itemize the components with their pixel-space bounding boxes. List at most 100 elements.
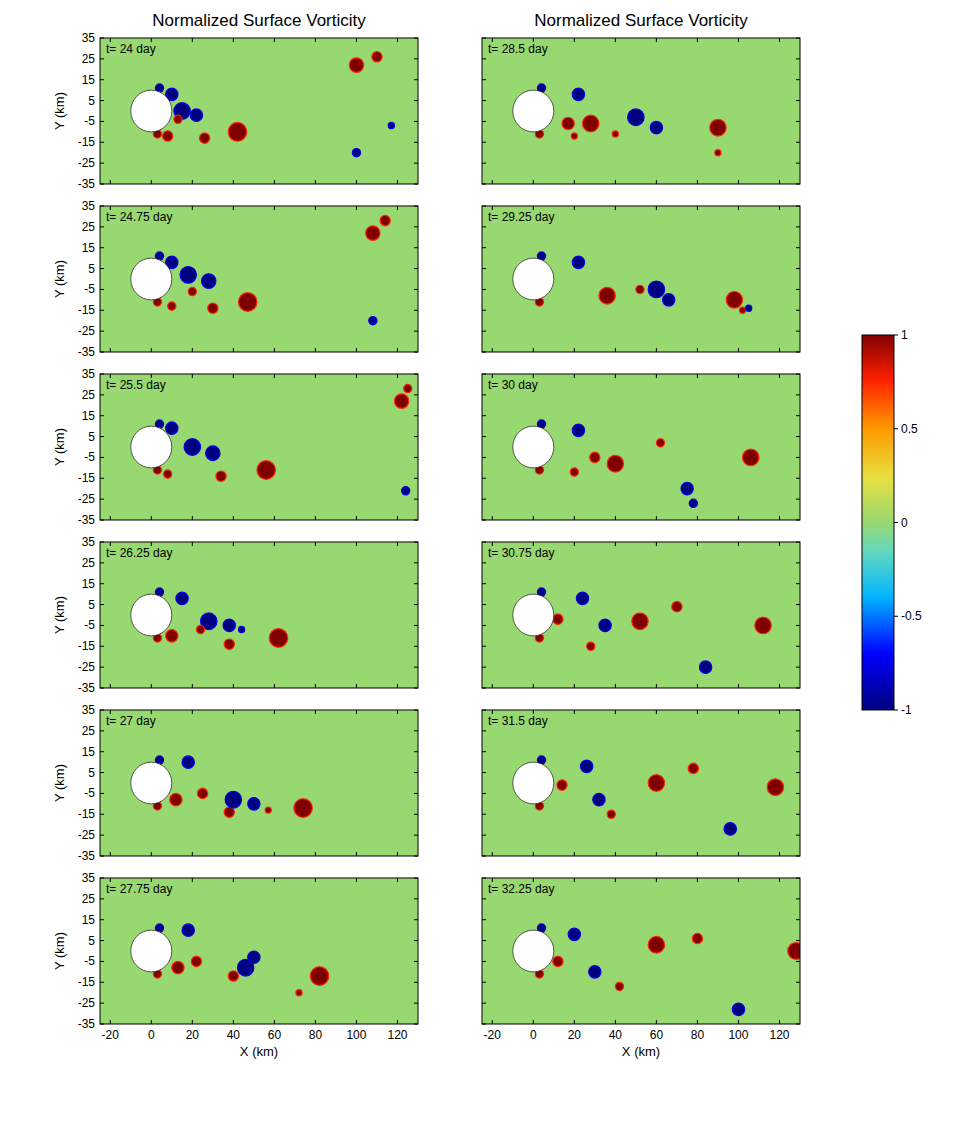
y-tick-label: -25 — [78, 828, 96, 842]
y-tick — [482, 352, 486, 353]
time-label: t= 27 day — [106, 714, 156, 728]
y-tick — [100, 835, 104, 836]
y-tick — [100, 710, 104, 711]
x-tick — [274, 710, 275, 714]
x-tick — [315, 852, 316, 856]
y-tick — [100, 940, 104, 941]
cyclonic-eddy — [692, 933, 702, 943]
colorbar-tick-label: -0.5 — [901, 609, 922, 623]
x-tick — [492, 852, 493, 856]
y-axis-title: Y (km) — [52, 260, 67, 298]
y-tick-label: -25 — [78, 660, 96, 674]
anticyclonic-eddy — [223, 619, 235, 632]
x-axis-title: X (km) — [240, 1044, 278, 1059]
y-tick — [796, 730, 800, 731]
x-tick — [315, 180, 316, 184]
x-tick — [738, 684, 739, 688]
y-tick — [414, 520, 418, 521]
x-tick — [615, 852, 616, 856]
x-tick — [151, 1020, 152, 1024]
cyclonic-eddy — [636, 285, 644, 293]
y-tick — [100, 352, 104, 353]
anticyclonic-eddy — [225, 791, 241, 808]
cyclonic-eddy — [571, 133, 577, 139]
x-tick — [574, 348, 575, 352]
y-tick — [796, 1024, 800, 1025]
anticyclonic-eddy — [202, 274, 216, 289]
panel: -35-25-15-55152535Y (km)Normalized Surfa… — [52, 11, 418, 191]
y-tick — [482, 688, 486, 689]
x-tick — [315, 1020, 316, 1024]
y-tick-label: 25 — [82, 388, 96, 402]
y-tick — [482, 878, 486, 879]
y-tick — [414, 163, 418, 164]
y-tick — [100, 562, 104, 563]
y-tick — [100, 226, 104, 227]
x-tick-label: 120 — [769, 1028, 789, 1042]
y-tick — [796, 940, 800, 941]
island — [131, 90, 172, 132]
background — [100, 542, 418, 688]
panel: t= 31.5 day — [482, 710, 800, 856]
y-tick — [482, 100, 486, 101]
panel: -35-25-15-55152535Y (km)t= 27 day — [52, 703, 418, 863]
x-tick — [656, 542, 657, 546]
anticyclonic-eddy — [176, 592, 188, 605]
cyclonic-eddy — [294, 799, 312, 818]
anticyclonic-eddy — [190, 109, 202, 122]
marks — [131, 384, 412, 495]
y-tick — [796, 374, 800, 375]
x-tick — [192, 516, 193, 520]
y-tick — [482, 1024, 486, 1025]
y-tick — [414, 310, 418, 311]
x-tick-label: 0 — [530, 1028, 537, 1042]
y-tick — [796, 478, 800, 479]
background — [482, 878, 800, 1024]
y-tick — [482, 583, 486, 584]
x-tick — [274, 348, 275, 352]
y-tick — [796, 268, 800, 269]
x-tick — [356, 206, 357, 210]
frame — [100, 710, 418, 856]
colorbar-tick-label: 0.5 — [901, 422, 918, 436]
colorbar-tick-label: -1 — [901, 703, 912, 717]
y-tick — [414, 499, 418, 500]
cyclonic-eddy — [188, 287, 196, 295]
y-tick — [796, 100, 800, 101]
cyclonic-eddy — [166, 630, 178, 643]
anticyclonic-eddy — [206, 446, 220, 461]
x-tick — [192, 1020, 193, 1024]
y-tick — [414, 982, 418, 983]
x-tick — [492, 348, 493, 352]
y-tick-label: -25 — [78, 996, 96, 1010]
x-tick — [779, 878, 780, 882]
cyclonic-eddy — [553, 614, 563, 624]
frame — [100, 206, 418, 352]
x-tick — [192, 542, 193, 546]
cyclonic-eddy — [743, 449, 759, 466]
time-label: t= 26.25 day — [106, 546, 172, 560]
x-tick — [233, 180, 234, 184]
x-tick — [315, 516, 316, 520]
x-tick — [779, 852, 780, 856]
y-tick — [414, 121, 418, 122]
y-tick — [414, 352, 418, 353]
y-tick — [100, 604, 104, 605]
y-tick — [482, 499, 486, 500]
cyclonic-eddy — [755, 617, 771, 634]
y-tick — [796, 247, 800, 248]
y-tick — [100, 982, 104, 983]
cyclonic-eddy — [715, 150, 721, 156]
x-tick — [151, 684, 152, 688]
anticyclonic-eddy — [166, 422, 178, 435]
colorbar-tick-label: 1 — [901, 328, 908, 342]
cyclonic-eddy — [632, 613, 648, 630]
x-tick — [615, 180, 616, 184]
y-tick-label: 15 — [82, 913, 96, 927]
y-tick-label: -25 — [78, 156, 96, 170]
frame — [100, 374, 418, 520]
anticyclonic-eddy — [402, 487, 410, 495]
y-tick — [482, 142, 486, 143]
island — [131, 594, 172, 636]
x-tick — [397, 878, 398, 882]
